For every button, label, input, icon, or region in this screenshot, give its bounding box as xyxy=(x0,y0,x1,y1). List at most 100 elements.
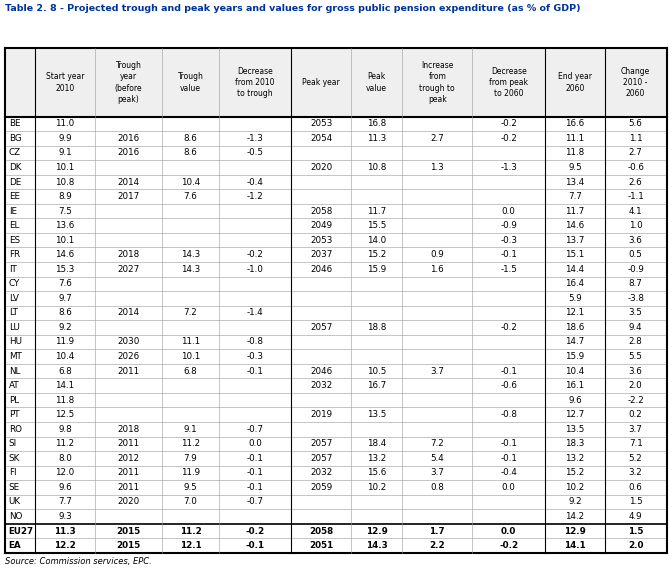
Text: 9.1: 9.1 xyxy=(58,148,72,157)
Text: -1.1: -1.1 xyxy=(627,192,644,201)
Text: 9.4: 9.4 xyxy=(629,323,642,332)
Text: 15.5: 15.5 xyxy=(367,221,386,230)
Text: 18.3: 18.3 xyxy=(565,439,585,449)
Text: 9.2: 9.2 xyxy=(58,323,72,332)
Text: 9.9: 9.9 xyxy=(58,134,72,143)
Text: 12.1: 12.1 xyxy=(179,541,202,550)
Text: 2046: 2046 xyxy=(310,265,332,274)
Text: 2019: 2019 xyxy=(310,410,332,419)
Text: 5.5: 5.5 xyxy=(629,352,642,361)
Text: 10.1: 10.1 xyxy=(55,163,75,172)
Text: -0.2: -0.2 xyxy=(245,527,265,536)
Bar xyxy=(5,48,667,116)
Text: 2053: 2053 xyxy=(310,235,333,245)
Text: 2046: 2046 xyxy=(310,367,332,376)
Text: 2015: 2015 xyxy=(116,527,140,536)
Text: 16.6: 16.6 xyxy=(565,119,585,128)
Text: 2057: 2057 xyxy=(310,323,333,332)
Text: 15.9: 15.9 xyxy=(367,265,386,274)
Text: -0.2: -0.2 xyxy=(501,323,517,332)
Text: 1.5: 1.5 xyxy=(628,527,643,536)
Text: 2032: 2032 xyxy=(310,381,332,390)
Text: SK: SK xyxy=(9,454,20,463)
Text: -3.8: -3.8 xyxy=(627,294,644,303)
Text: -0.1: -0.1 xyxy=(247,483,263,492)
Text: 14.3: 14.3 xyxy=(181,265,200,274)
Text: LT: LT xyxy=(9,308,17,317)
Text: -0.4: -0.4 xyxy=(247,177,263,186)
Text: -1.3: -1.3 xyxy=(501,163,517,172)
Text: 12.1: 12.1 xyxy=(565,308,585,317)
Text: EL: EL xyxy=(9,221,19,230)
Text: EU27: EU27 xyxy=(9,527,34,536)
Text: 12.0: 12.0 xyxy=(55,469,75,478)
Text: -0.6: -0.6 xyxy=(627,163,644,172)
Text: 10.2: 10.2 xyxy=(367,483,386,492)
Text: 2032: 2032 xyxy=(310,469,332,478)
Text: 2018: 2018 xyxy=(118,425,140,434)
Text: 14.1: 14.1 xyxy=(564,541,586,550)
Text: Peak
value: Peak value xyxy=(366,72,387,92)
Text: 11.3: 11.3 xyxy=(367,134,386,143)
Text: -1.5: -1.5 xyxy=(501,265,517,274)
Text: 9.7: 9.7 xyxy=(58,294,72,303)
Text: 1.1: 1.1 xyxy=(629,134,642,143)
Text: 2.0: 2.0 xyxy=(629,381,642,390)
Text: 7.2: 7.2 xyxy=(183,308,198,317)
Text: 5.4: 5.4 xyxy=(430,454,444,463)
Text: LU: LU xyxy=(9,323,19,332)
Text: 11.2: 11.2 xyxy=(55,439,75,449)
Text: 3.7: 3.7 xyxy=(629,425,642,434)
Text: -0.1: -0.1 xyxy=(247,367,263,376)
Text: 1.3: 1.3 xyxy=(430,163,444,172)
Text: -0.4: -0.4 xyxy=(501,469,517,478)
Text: IT: IT xyxy=(9,265,17,274)
Text: 9.8: 9.8 xyxy=(58,425,72,434)
Text: 10.4: 10.4 xyxy=(55,352,75,361)
Text: 4.9: 4.9 xyxy=(629,512,642,521)
Text: 2059: 2059 xyxy=(310,483,332,492)
Text: 2011: 2011 xyxy=(118,367,140,376)
Text: Trough
year
(before
peak): Trough year (before peak) xyxy=(115,62,142,104)
Text: EE: EE xyxy=(9,192,19,201)
Text: 2058: 2058 xyxy=(310,206,333,215)
Text: 9.5: 9.5 xyxy=(568,163,582,172)
Text: 14.2: 14.2 xyxy=(565,512,585,521)
Text: 15.2: 15.2 xyxy=(565,469,585,478)
Text: 2057: 2057 xyxy=(310,454,333,463)
Text: 2020: 2020 xyxy=(118,498,140,507)
Text: 2030: 2030 xyxy=(118,337,140,347)
Text: -0.9: -0.9 xyxy=(501,221,517,230)
Text: 9.6: 9.6 xyxy=(58,483,72,492)
Text: UK: UK xyxy=(9,498,21,507)
Text: -0.2: -0.2 xyxy=(501,119,517,128)
Text: 14.1: 14.1 xyxy=(55,381,75,390)
Text: -0.2: -0.2 xyxy=(247,250,263,259)
Text: -0.5: -0.5 xyxy=(247,148,263,157)
Text: BG: BG xyxy=(9,134,22,143)
Text: Start year
2010: Start year 2010 xyxy=(46,72,84,92)
Text: 11.0: 11.0 xyxy=(55,119,75,128)
Text: 11.8: 11.8 xyxy=(565,148,585,157)
Text: 11.9: 11.9 xyxy=(55,337,75,347)
Text: 7.5: 7.5 xyxy=(58,206,72,215)
Text: 2054: 2054 xyxy=(310,134,332,143)
Text: 3.5: 3.5 xyxy=(629,308,642,317)
Text: 18.6: 18.6 xyxy=(565,323,585,332)
Text: 11.2: 11.2 xyxy=(181,439,200,449)
Text: -0.1: -0.1 xyxy=(247,469,263,478)
Text: -2.2: -2.2 xyxy=(627,396,644,405)
Text: LV: LV xyxy=(9,294,19,303)
Text: -0.2: -0.2 xyxy=(499,541,518,550)
Text: 16.4: 16.4 xyxy=(565,279,585,288)
Text: ES: ES xyxy=(9,235,20,245)
Text: 11.3: 11.3 xyxy=(54,527,76,536)
Text: 2017: 2017 xyxy=(118,192,140,201)
Text: End year
2060: End year 2060 xyxy=(558,72,592,92)
Text: 7.7: 7.7 xyxy=(58,498,72,507)
Text: 5.9: 5.9 xyxy=(568,294,582,303)
Text: 12.7: 12.7 xyxy=(565,410,585,419)
Text: 5.6: 5.6 xyxy=(629,119,642,128)
Text: 3.6: 3.6 xyxy=(629,235,642,245)
Text: FR: FR xyxy=(9,250,20,259)
